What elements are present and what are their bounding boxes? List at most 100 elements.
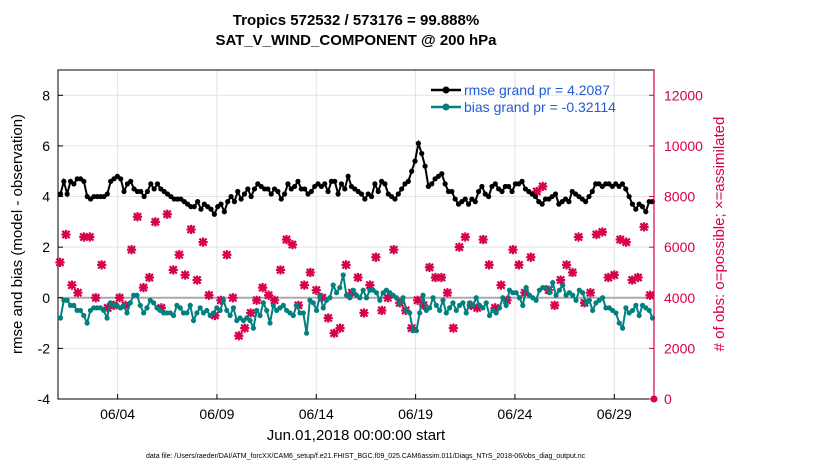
rmse-point-56 [245,186,251,192]
obs-point-95 [621,237,631,247]
bias-point-111 [427,305,433,311]
obs-point-92 [603,272,613,283]
bias-point-159 [586,297,592,303]
obs-point-73 [490,303,500,313]
rmse-point-115 [442,181,448,187]
obs-point-91 [597,227,607,237]
rmse-point-25 [141,193,147,200]
obs-point-93 [609,270,619,280]
rmse-point-41 [195,199,201,205]
rmse-point-1 [61,178,67,184]
rmse-point-126 [479,183,485,190]
bias-point-128 [483,300,489,306]
bias-point-140 [523,285,529,291]
obs-point-98 [639,222,649,232]
bias-point-14 [104,315,110,321]
obs-point-79 [526,252,536,262]
bias-point-124 [470,302,476,308]
obs-point-5 [85,232,95,242]
rmse-point-132 [499,188,505,195]
y-right-tick-label-6: 12000 [664,87,703,103]
obs-point-13 [132,212,143,222]
obs-point-87 [573,232,584,242]
rmse-point-130 [492,181,498,187]
obs-point-54 [377,305,387,316]
rmse-point-135 [509,188,515,195]
bias-point-76 [310,300,316,306]
rmse-point-157 [583,199,589,205]
obs-point-62 [424,262,435,272]
rmse-point-159 [589,188,595,195]
bias-point-23 [134,292,140,298]
y-left-tick-label-2: 0 [42,290,50,306]
bias-point-70 [290,312,296,319]
obs-point-65 [442,288,452,298]
bias-point-64 [270,302,276,308]
obs-star-85 [561,260,572,270]
obs-point-3 [73,288,83,298]
obs-point-25 [204,290,214,300]
obs-star-65 [442,288,452,298]
obs-point-83 [550,300,560,310]
bias-point-61 [260,300,266,306]
bias-point-83 [333,290,340,296]
rmse-point-84 [338,181,345,187]
obs-star-74 [496,280,506,290]
bias-point-177 [646,307,652,314]
rmse-point-124 [472,199,478,205]
obs-point-77 [514,260,524,270]
bias-point-150 [556,287,562,293]
rmse-point-85 [342,186,348,192]
rmse-point-24 [138,188,144,195]
bias-point-74 [304,330,310,336]
rmse-point-65 [275,188,281,195]
bias-point-21 [127,300,133,306]
obs-star-76 [508,245,518,255]
rmse-point-158 [586,193,592,200]
bias-point-167 [613,310,619,316]
obs-point-42 [305,267,315,278]
rmse-point-121 [462,196,468,202]
bias-point-39 [187,302,193,308]
obs-star-44 [317,293,327,303]
bias-point-105 [407,310,413,316]
bias-point-96 [377,297,383,303]
bias-point-121 [460,300,466,306]
obs-star-30 [234,331,244,341]
obs-star-43 [311,285,321,295]
obs-star-38 [281,234,292,245]
bias-point-154 [570,292,576,298]
rmse-point-62 [265,186,271,192]
bias-point-41 [194,310,200,316]
obs-point-94 [615,234,625,245]
rmse-point-86 [345,173,351,179]
rmse-point-75 [308,188,314,195]
obs-point-6 [91,293,101,303]
obs-point-84 [556,275,566,285]
x-tick-label-4: 06/24 [497,406,532,422]
rmse-point-128 [486,193,492,200]
obs-point-97 [633,272,643,283]
obs-point-46 [329,328,339,338]
rmse-point-101 [395,191,401,197]
obs-point-21 [180,270,190,280]
obs-star-32 [246,308,256,318]
rmse-point-71 [295,178,301,184]
obs-point-15 [144,272,154,283]
obs-star-99 [645,290,655,300]
obs-point-56 [389,245,399,255]
rmse-point-111 [429,181,435,187]
obs-point-36 [269,295,280,305]
obs-star-54 [377,305,387,316]
bias-point-44 [204,307,210,314]
bias-point-81 [327,295,333,301]
rmse-point-175 [643,209,649,215]
rmse-point-106 [412,158,418,164]
rmse-point-29 [154,181,161,187]
obs-point-22 [186,224,196,235]
obs-star-94 [615,234,625,245]
bias-point-122 [463,310,469,316]
bias-point-169 [619,325,626,331]
rmse-point-82 [332,178,338,184]
obs-star-17 [156,303,166,313]
